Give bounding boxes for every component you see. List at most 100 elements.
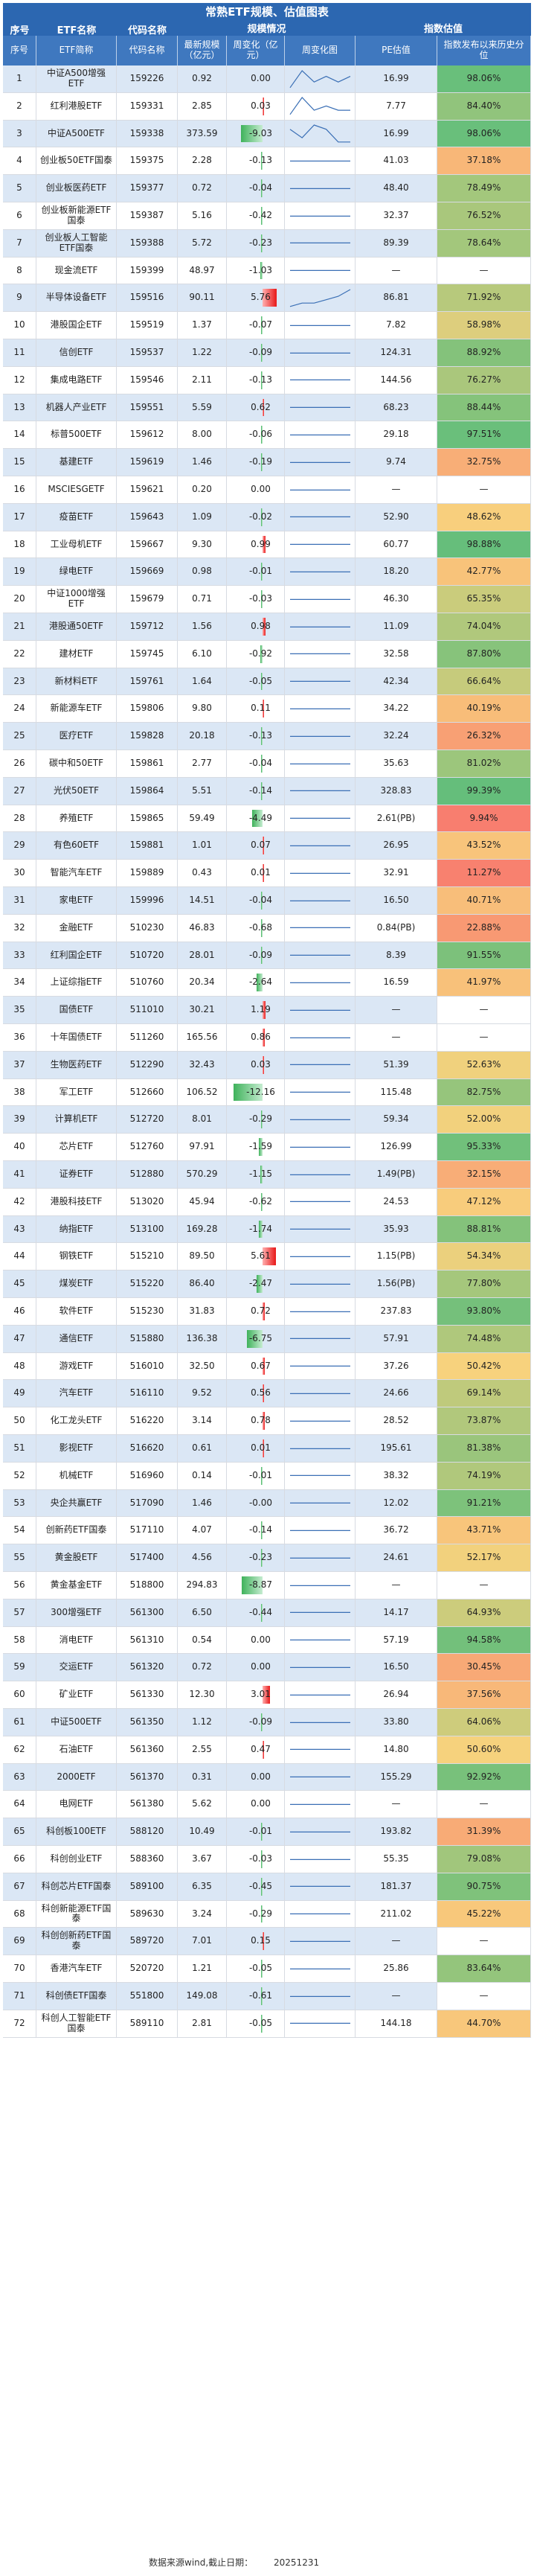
row-change: -0.06	[227, 421, 285, 450]
row-percentile-text: 73.87%	[466, 1415, 501, 1426]
sparkline-chart	[289, 1448, 350, 1449]
row-aum-text: 1.46	[192, 456, 212, 467]
row-etf-name: 芯片ETF	[36, 1134, 117, 1161]
row-change: -1.59	[227, 1134, 285, 1161]
row-pe-text: 29.18	[383, 429, 409, 440]
row-percentile: 98.88%	[437, 531, 531, 559]
row-change: -0.14	[227, 1517, 285, 1545]
row-seq-text: 28	[13, 812, 25, 823]
row-code: 520720	[117, 1955, 178, 1983]
row-percentile-text: 31.39%	[466, 1826, 501, 1837]
row-etf-name: 科创债ETF国泰	[36, 1983, 117, 2010]
row-pe-text: 46.30	[383, 593, 409, 604]
row-pe-text: 38.32	[383, 1469, 409, 1480]
row-code: 159621	[117, 476, 178, 504]
row-code-text: 561370	[129, 1771, 164, 1782]
row-percentile: 37.18%	[437, 147, 531, 176]
row-etf-name: 计算机ETF	[36, 1106, 117, 1134]
row-code: 589100	[117, 1873, 178, 1901]
row-pe: 195.61	[356, 1435, 437, 1463]
row-code: 159546	[117, 366, 178, 394]
row-change: -0.03	[227, 1846, 285, 1873]
row-sparkline	[285, 1572, 356, 1599]
sparkline-chart	[289, 1722, 350, 1723]
row-seq: 43	[3, 1215, 36, 1244]
row-code: 516620	[117, 1435, 178, 1463]
row-percentile: 83.64%	[437, 1955, 531, 1983]
row-pe: 16.59	[356, 969, 437, 997]
sparkline-chart	[289, 124, 350, 143]
row-aum: 7.01	[178, 1928, 227, 1956]
row-aum: 0.98	[178, 558, 227, 587]
row-code: 516110	[117, 1380, 178, 1408]
change-bar	[261, 1192, 263, 1211]
row-aum: 3.24	[178, 1900, 227, 1928]
row-pe-text: 16.50	[383, 895, 409, 905]
row-percentile-text: 52.63%	[466, 1058, 501, 1070]
row-code: 159612	[117, 421, 178, 450]
row-aum-text: 169.28	[186, 1223, 218, 1234]
row-seq: 5	[3, 175, 36, 202]
row-pe-text: 86.81	[383, 292, 409, 303]
row-pe-text: —	[391, 1798, 401, 1809]
row-seq: 3	[3, 120, 36, 148]
row-pe-text: 32.91	[383, 867, 409, 878]
row-etf-name-text: 信创ETF	[59, 347, 94, 357]
row-sparkline	[285, 942, 356, 970]
row-pe-text: 32.24	[383, 730, 409, 741]
row-code: 510760	[117, 969, 178, 997]
row-aum-text: 5.72	[192, 237, 212, 248]
row-percentile: 65.35%	[437, 586, 531, 613]
row-change-text: 0.00	[251, 1771, 271, 1782]
row-sparkline	[285, 421, 356, 450]
subheader-pct: 指数发布以来历史分位	[437, 36, 531, 65]
row-sparkline	[285, 1051, 356, 1079]
row-change-text: -0.05	[248, 675, 273, 686]
row-seq: 51	[3, 1435, 36, 1463]
row-seq-text: 42	[13, 1195, 25, 1206]
row-code-text: 159619	[129, 456, 164, 467]
row-percentile-text: 98.06%	[466, 73, 501, 83]
change-bar	[241, 1576, 263, 1594]
row-sparkline	[285, 1873, 356, 1901]
row-sparkline	[285, 860, 356, 887]
row-seq: 25	[3, 723, 36, 750]
row-code-text: 561350	[129, 1716, 164, 1727]
row-seq: 47	[3, 1325, 36, 1353]
row-etf-name-text: 军工ETF	[59, 1086, 94, 1097]
row-sparkline	[285, 312, 356, 339]
row-percentile: —	[437, 257, 531, 285]
row-etf-name-text: 央企共赢ETF	[50, 1497, 103, 1508]
row-aum-text: 1.56	[192, 621, 212, 631]
row-code: 511010	[117, 997, 178, 1024]
sparkline-path	[289, 69, 350, 88]
row-change-text: -4.49	[248, 812, 273, 823]
row-pe-text: 195.61	[380, 1442, 412, 1453]
row-seq-text: 12	[13, 374, 25, 385]
row-sparkline	[285, 476, 356, 504]
row-etf-name: 黄金基金ETF	[36, 1572, 117, 1599]
row-percentile-text: 65.35%	[466, 593, 501, 604]
row-aum: 5.72	[178, 229, 227, 258]
sparkline-chart	[289, 243, 350, 244]
row-seq: 13	[3, 394, 36, 422]
row-change: -0.62	[227, 1188, 285, 1216]
change-bar	[263, 700, 265, 718]
row-percentile-text: —	[479, 1579, 489, 1590]
row-change: 0.03	[227, 1051, 285, 1079]
row-pe: 12.02	[356, 1489, 437, 1518]
row-sparkline	[285, 1298, 356, 1326]
row-seq: 26	[3, 750, 36, 778]
subheader-seq: 序号	[3, 36, 36, 65]
row-sparkline	[285, 1626, 356, 1655]
change-bar	[261, 782, 263, 800]
row-percentile-text: —	[479, 1798, 489, 1809]
row-change-text: -0.13	[248, 374, 273, 385]
row-change-text: -0.42	[248, 210, 273, 220]
row-change: -0.23	[227, 1544, 285, 1572]
row-aum: 4.56	[178, 1544, 227, 1572]
row-percentile-text: 66.64%	[466, 675, 501, 686]
row-pe: 32.58	[356, 640, 437, 668]
row-pe-text: 14.80	[383, 1743, 409, 1754]
row-pe: 35.63	[356, 750, 437, 778]
